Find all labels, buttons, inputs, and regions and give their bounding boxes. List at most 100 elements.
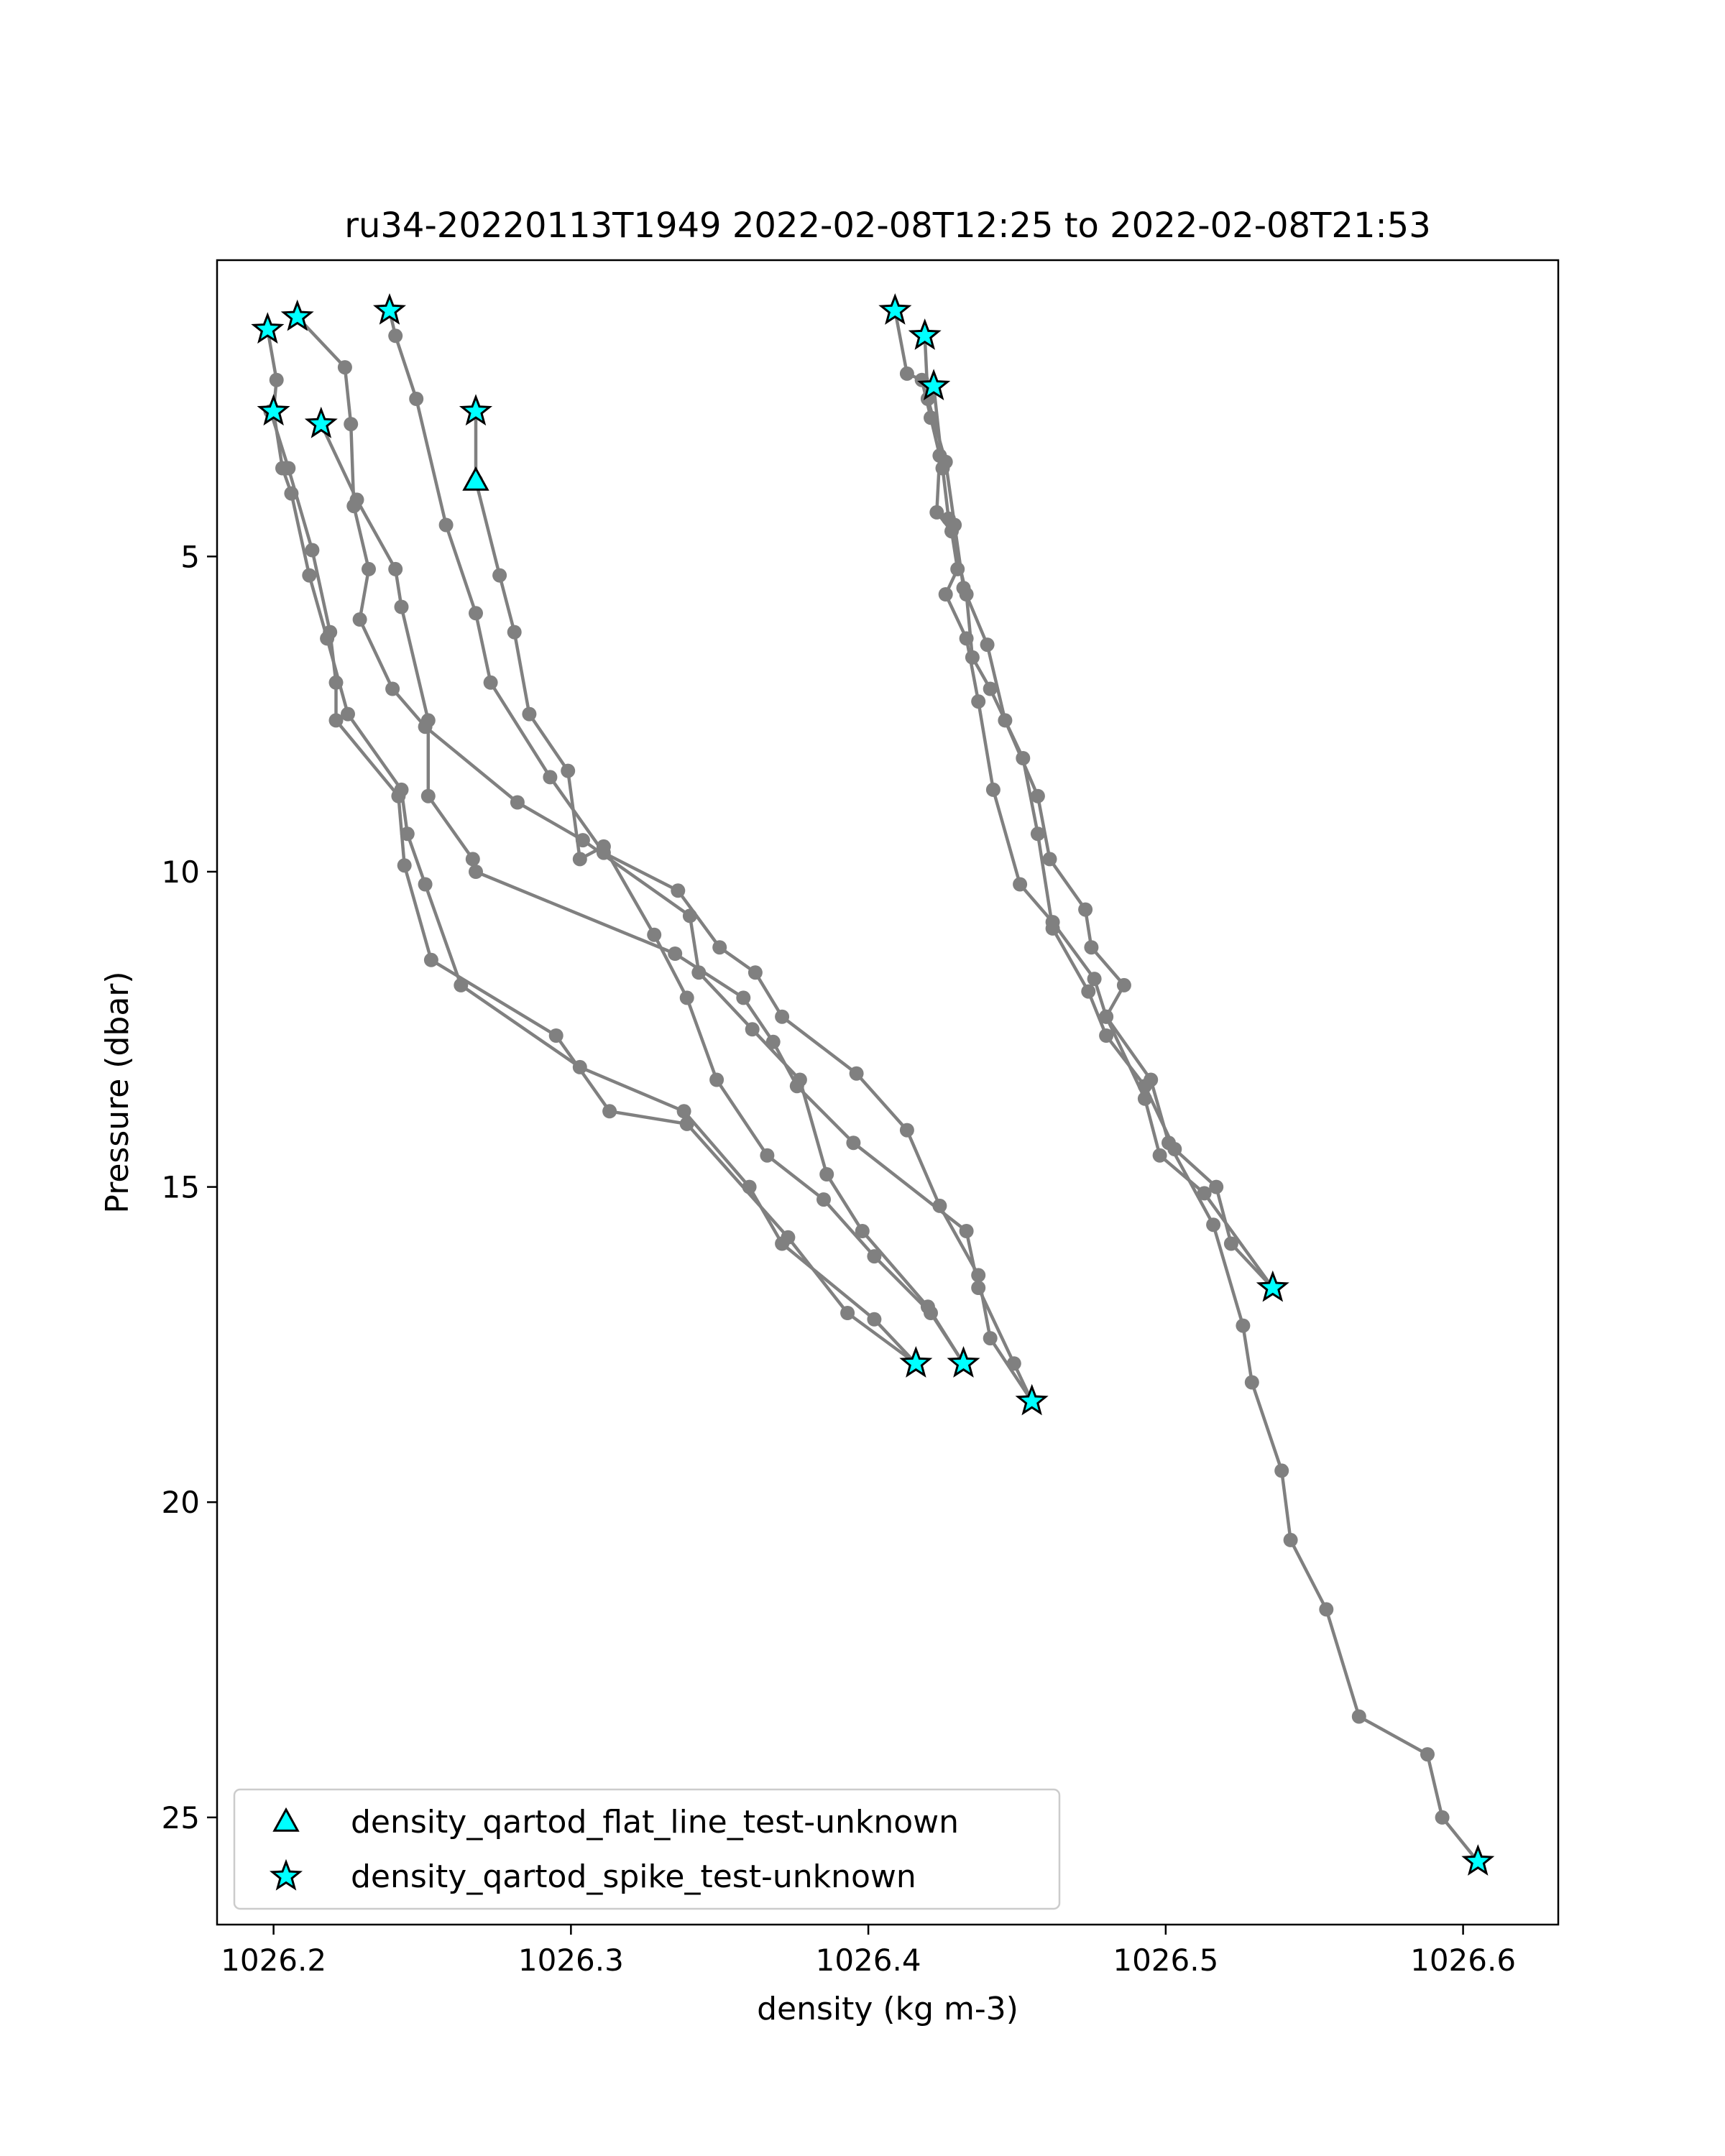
data-point — [679, 990, 694, 1005]
data-point — [507, 625, 522, 640]
legend: density_qartod_flat_line_test-unknownden… — [233, 1788, 1061, 1910]
data-point — [709, 1072, 724, 1087]
data-point — [647, 927, 662, 942]
data-point — [1209, 1179, 1224, 1194]
data-point — [816, 1192, 831, 1207]
data-point — [924, 1306, 938, 1320]
data-point — [1137, 1079, 1152, 1094]
data-point — [1087, 972, 1102, 987]
data-point — [492, 568, 507, 583]
y-tick-label: 5 — [180, 539, 200, 574]
data-point — [1030, 788, 1045, 803]
data-point — [971, 694, 986, 709]
y-tick-label: 15 — [162, 1170, 200, 1205]
x-tick-label: 1026.5 — [1113, 1943, 1218, 1978]
profile-line — [923, 336, 1480, 1863]
data-point — [1013, 877, 1028, 892]
data-point — [676, 1104, 691, 1119]
data-point — [269, 372, 284, 387]
data-point — [1223, 1236, 1238, 1251]
spike-test-marker — [1461, 1844, 1495, 1876]
data-point — [1420, 1747, 1435, 1762]
data-point — [1084, 940, 1099, 955]
flat-line-test-marker — [462, 466, 489, 491]
x-axis: 1026.2 1026.3 1026.4 1026.5 1026.6 — [221, 1925, 1516, 1978]
profile-line — [296, 315, 965, 1365]
data-point — [935, 461, 950, 476]
spike-test-marker — [899, 1345, 933, 1378]
data-point — [840, 1306, 855, 1320]
profile-9 — [926, 379, 1280, 1295]
data-point — [423, 952, 438, 967]
data-point — [748, 965, 763, 980]
data-point — [1319, 1602, 1334, 1617]
profile-line — [893, 310, 1274, 1289]
profile-2 — [290, 310, 971, 1371]
data-point — [1099, 1028, 1114, 1043]
x-axis-label: density (kg m-3) — [757, 1991, 1018, 2027]
data-point — [400, 826, 415, 842]
data-point — [596, 839, 611, 854]
data-point — [337, 360, 352, 375]
plot-frame — [216, 259, 1560, 1926]
plot-area — [251, 292, 1495, 1876]
data-point — [1351, 1709, 1366, 1724]
data-point — [1116, 977, 1131, 992]
data-point — [1274, 1463, 1289, 1478]
data-point — [352, 612, 367, 627]
data-point — [344, 417, 359, 432]
data-point — [362, 561, 376, 576]
data-point — [932, 1198, 947, 1213]
data-point — [391, 788, 406, 803]
data-point — [483, 675, 498, 690]
spike-test-marker — [1015, 1383, 1049, 1416]
data-point — [394, 599, 409, 614]
data-point — [1244, 1375, 1259, 1390]
data-point — [510, 795, 525, 810]
profile-line — [474, 411, 965, 1365]
data-point — [522, 706, 537, 722]
data-point — [712, 940, 727, 955]
data-point — [765, 1034, 781, 1049]
x-tick-label: 1026.6 — [1410, 1943, 1516, 1978]
data-point — [736, 990, 751, 1005]
spike-test-marker — [304, 406, 338, 438]
y-tick-label: 10 — [162, 854, 200, 890]
data-point — [1078, 902, 1093, 917]
legend-box — [233, 1788, 1061, 1910]
data-point — [959, 1224, 974, 1238]
data-point — [409, 392, 424, 406]
data-point — [983, 1331, 998, 1346]
data-point — [899, 366, 914, 381]
legend-star-icon — [269, 1858, 303, 1891]
data-point — [420, 713, 436, 728]
data-point — [775, 1009, 790, 1024]
data-point — [388, 561, 403, 576]
data-point — [572, 852, 587, 867]
y-tick-label: 25 — [162, 1800, 200, 1835]
data-point — [929, 505, 944, 520]
data-point — [1152, 1148, 1167, 1163]
data-point — [397, 858, 412, 873]
data-point — [846, 1135, 861, 1151]
x-tick-label: 1026.4 — [816, 1943, 921, 1978]
data-point — [980, 637, 995, 653]
profile-line — [932, 386, 1274, 1289]
y-axis: 5 10 15 20 25 — [162, 539, 217, 1835]
data-point — [985, 782, 1000, 797]
data-point — [691, 965, 707, 980]
data-point — [760, 1148, 775, 1163]
profile-line — [319, 423, 1034, 1402]
profile-6 — [469, 404, 971, 1371]
data-point — [465, 852, 480, 867]
data-point — [418, 877, 433, 892]
data-point — [341, 706, 355, 722]
data-point — [941, 511, 956, 526]
data-point — [281, 461, 296, 476]
spike-test-marker — [878, 292, 912, 325]
data-point — [1283, 1532, 1298, 1547]
spike-test-marker — [908, 318, 942, 350]
spike-test-marker — [947, 1345, 980, 1378]
profile-line — [266, 329, 917, 1365]
